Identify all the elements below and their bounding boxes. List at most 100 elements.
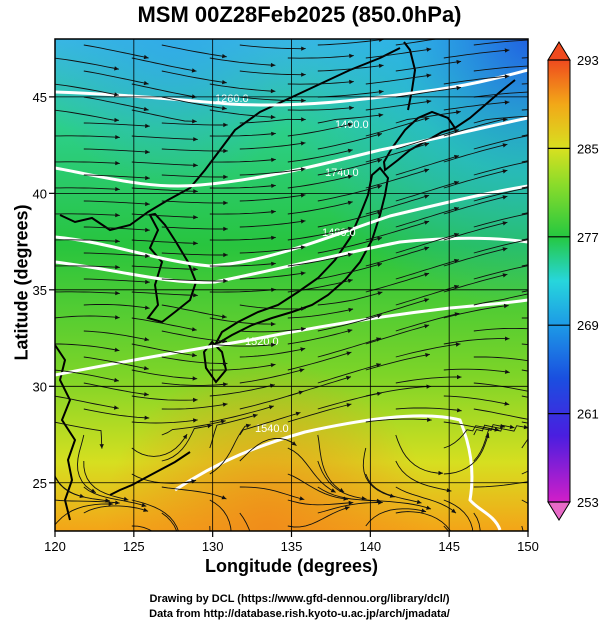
streamline-arrow <box>115 161 120 166</box>
streamline <box>209 132 276 137</box>
streamline <box>55 135 120 138</box>
contour-line <box>174 414 502 531</box>
streamline-arrow <box>347 252 353 257</box>
y-tick-label: 35 <box>33 283 47 298</box>
streamline <box>365 508 427 527</box>
colorbar-tick-label: 277 <box>577 230 599 245</box>
streamline-arrow <box>348 307 354 313</box>
streamline-arrow <box>105 498 110 503</box>
streamline <box>287 403 352 423</box>
streamline-arrow <box>424 142 430 147</box>
streamline <box>161 486 227 500</box>
streamline-arrow <box>426 99 432 104</box>
streamline-arrow <box>502 273 508 278</box>
streamline <box>209 236 276 241</box>
streamline <box>395 129 460 150</box>
streamline-arrow <box>347 328 353 334</box>
streamline <box>239 304 306 310</box>
streamline-arrow <box>299 368 305 373</box>
streamline-arrow <box>533 185 538 189</box>
streamline <box>161 44 227 58</box>
streamline-arrow <box>424 246 430 251</box>
streamline <box>287 227 353 241</box>
streamline <box>395 486 457 514</box>
streamline <box>365 194 430 215</box>
streamline-arrow <box>534 390 539 394</box>
streamline-arrow <box>300 219 306 224</box>
streamline-arrow <box>222 402 228 407</box>
streamline-arrow <box>268 405 274 410</box>
credit-data: Data from http://database.rish.kyoto-u.a… <box>149 608 450 620</box>
streamline-arrow <box>300 245 306 250</box>
streamline <box>395 259 460 280</box>
streamline <box>161 96 227 110</box>
streamline <box>317 39 384 46</box>
streamline <box>83 122 150 127</box>
streamline <box>55 239 120 242</box>
streamline <box>239 272 306 280</box>
streamline-arrow <box>595 467 599 472</box>
streamline-arrow <box>301 117 306 122</box>
streamline-arrow <box>193 163 198 168</box>
streamline <box>287 201 353 215</box>
streamline-arrow <box>145 227 150 233</box>
streamline <box>55 187 120 190</box>
streamline-arrow <box>535 360 540 364</box>
streamline-arrow <box>300 271 306 276</box>
streamline-arrow <box>456 408 462 413</box>
streamline-arrow <box>438 470 443 476</box>
streamline-arrow <box>456 85 462 91</box>
streamline <box>209 262 276 267</box>
streamline <box>443 305 509 319</box>
streamline <box>443 433 490 475</box>
streamline <box>239 368 305 384</box>
streamline <box>83 96 149 111</box>
streamline-arrow <box>347 200 353 205</box>
streamline <box>239 70 306 76</box>
streamline <box>161 512 178 531</box>
streamline <box>473 356 528 362</box>
y-tick-label: 25 <box>33 476 47 491</box>
streamline <box>365 168 430 189</box>
streamline-arrow <box>221 314 227 319</box>
map-title: MSM 00Z28Feb2025 (850.0hPa) <box>137 2 462 27</box>
streamline-arrow <box>207 423 212 429</box>
streamline <box>209 343 276 347</box>
streamline-arrow <box>141 502 147 508</box>
streamline-arrow <box>533 211 538 215</box>
y-tick-label: 40 <box>33 186 47 201</box>
streamline <box>473 512 481 531</box>
streamline-arrow <box>535 327 540 331</box>
streamline-arrow <box>377 391 382 396</box>
streamline-arrow <box>115 213 120 218</box>
streamline-arrow <box>301 46 306 51</box>
streamline <box>365 246 430 267</box>
streamline <box>161 424 213 462</box>
streamline-arrow <box>454 128 459 134</box>
streamline <box>317 392 382 410</box>
streamline <box>365 499 432 510</box>
streamline <box>317 185 383 202</box>
streamline-arrow <box>502 195 508 200</box>
streamline <box>83 356 149 370</box>
streamline <box>209 184 276 189</box>
streamline <box>443 425 500 449</box>
streamline-arrow <box>583 427 588 431</box>
streamline-arrow <box>346 403 352 408</box>
streamline <box>131 109 197 122</box>
colorbar-ticks: 293 285 277 269 261 253 <box>548 53 599 510</box>
streamline <box>131 135 198 140</box>
streamline <box>287 351 352 371</box>
streamline-arrow <box>223 252 228 258</box>
streamline <box>131 369 198 380</box>
x-tick-label: 150 <box>517 539 539 554</box>
streamline-arrow <box>271 261 276 266</box>
streamline <box>443 169 508 189</box>
streamline-arrow <box>347 226 353 231</box>
streamline-arrow <box>99 444 104 449</box>
streamline <box>209 109 276 118</box>
streamline <box>287 447 336 493</box>
plot-area: 1260.0 1400.0 1740.0 1480.0 1520.0 1540.… <box>55 39 599 531</box>
streamline-arrow <box>245 423 251 428</box>
streamline-arrow <box>291 441 297 446</box>
